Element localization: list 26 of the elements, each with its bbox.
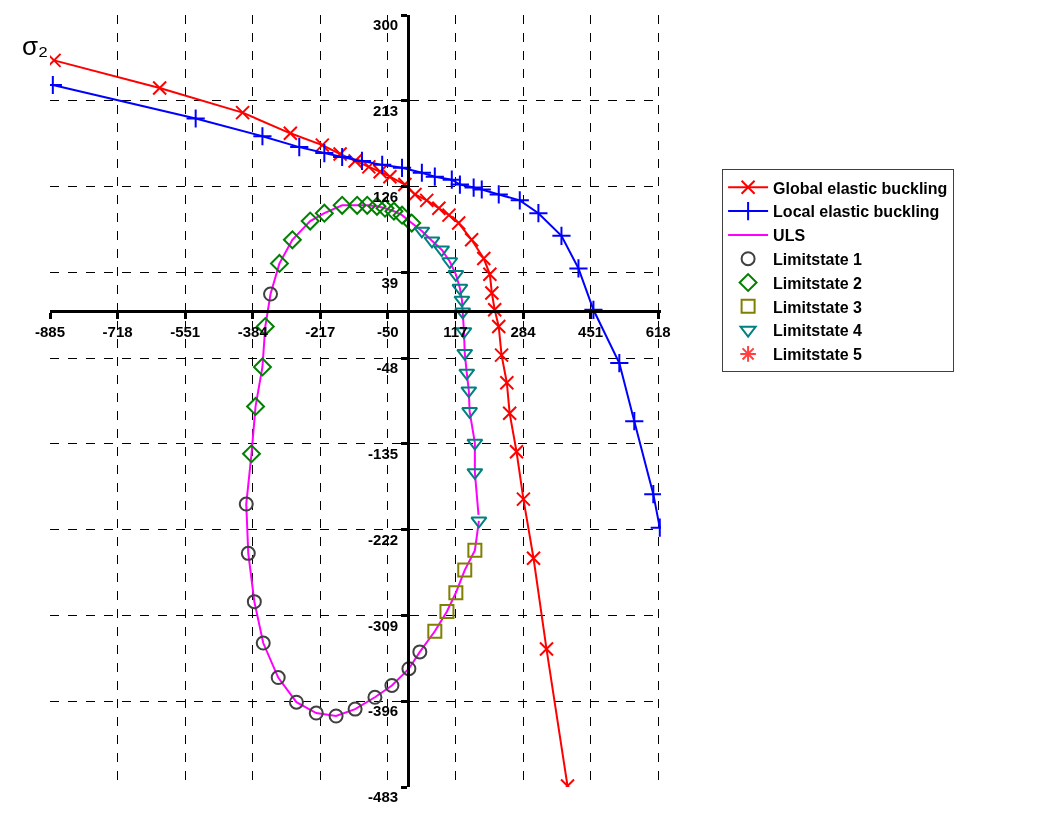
y-tick-label: -396 <box>368 702 399 720</box>
x-tick-label: -50 <box>377 322 399 340</box>
x-tick-label: -551 <box>170 322 201 340</box>
y-tick-label: -222 <box>368 530 399 548</box>
legend-label: Limitstate 2 <box>773 274 863 292</box>
legend-label: Limitstate 5 <box>773 346 863 364</box>
y-tick-label: -483 <box>368 788 399 806</box>
y-tick-label: -309 <box>368 616 399 634</box>
y-axis-title: σ₂ <box>22 31 49 61</box>
y-tick-label: -48 <box>376 359 399 377</box>
legend-label: Limitstate 1 <box>773 250 863 268</box>
legend-label: Local elastic buckling <box>773 203 940 221</box>
x-tick-label: -718 <box>102 322 133 340</box>
legend-label: Limitstate 4 <box>773 322 863 340</box>
x-tick-label: 618 <box>645 322 671 340</box>
legend-label: Limitstate 3 <box>773 298 863 316</box>
y-tick-label: 300 <box>373 16 399 34</box>
legend-label: ULS <box>773 227 806 245</box>
y-tick-label: 39 <box>381 273 399 291</box>
x-tick-label: -885 <box>34 322 66 340</box>
x-tick-label: -217 <box>305 322 336 340</box>
x-tick-label: 451 <box>578 322 604 340</box>
legend-label: Global elastic buckling <box>773 179 948 197</box>
y-tick-label: 213 <box>373 102 399 120</box>
x-tick-label: 284 <box>510 322 537 340</box>
y-tick-label: 126 <box>373 187 399 205</box>
